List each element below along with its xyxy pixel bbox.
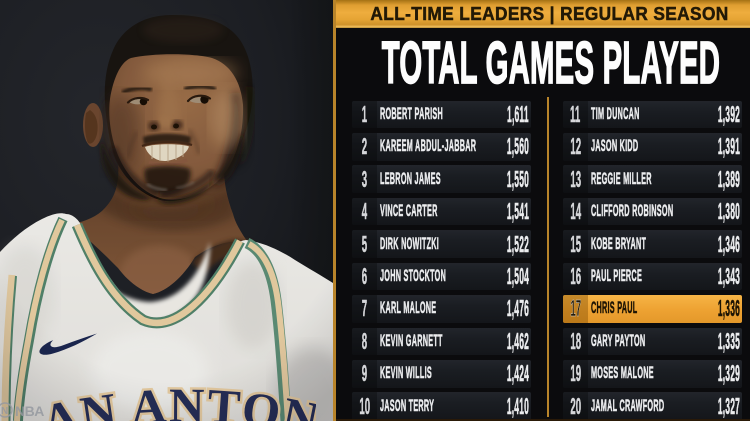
svg-text:NBA: NBA xyxy=(15,403,44,419)
svg-text:N: N xyxy=(1,406,8,417)
